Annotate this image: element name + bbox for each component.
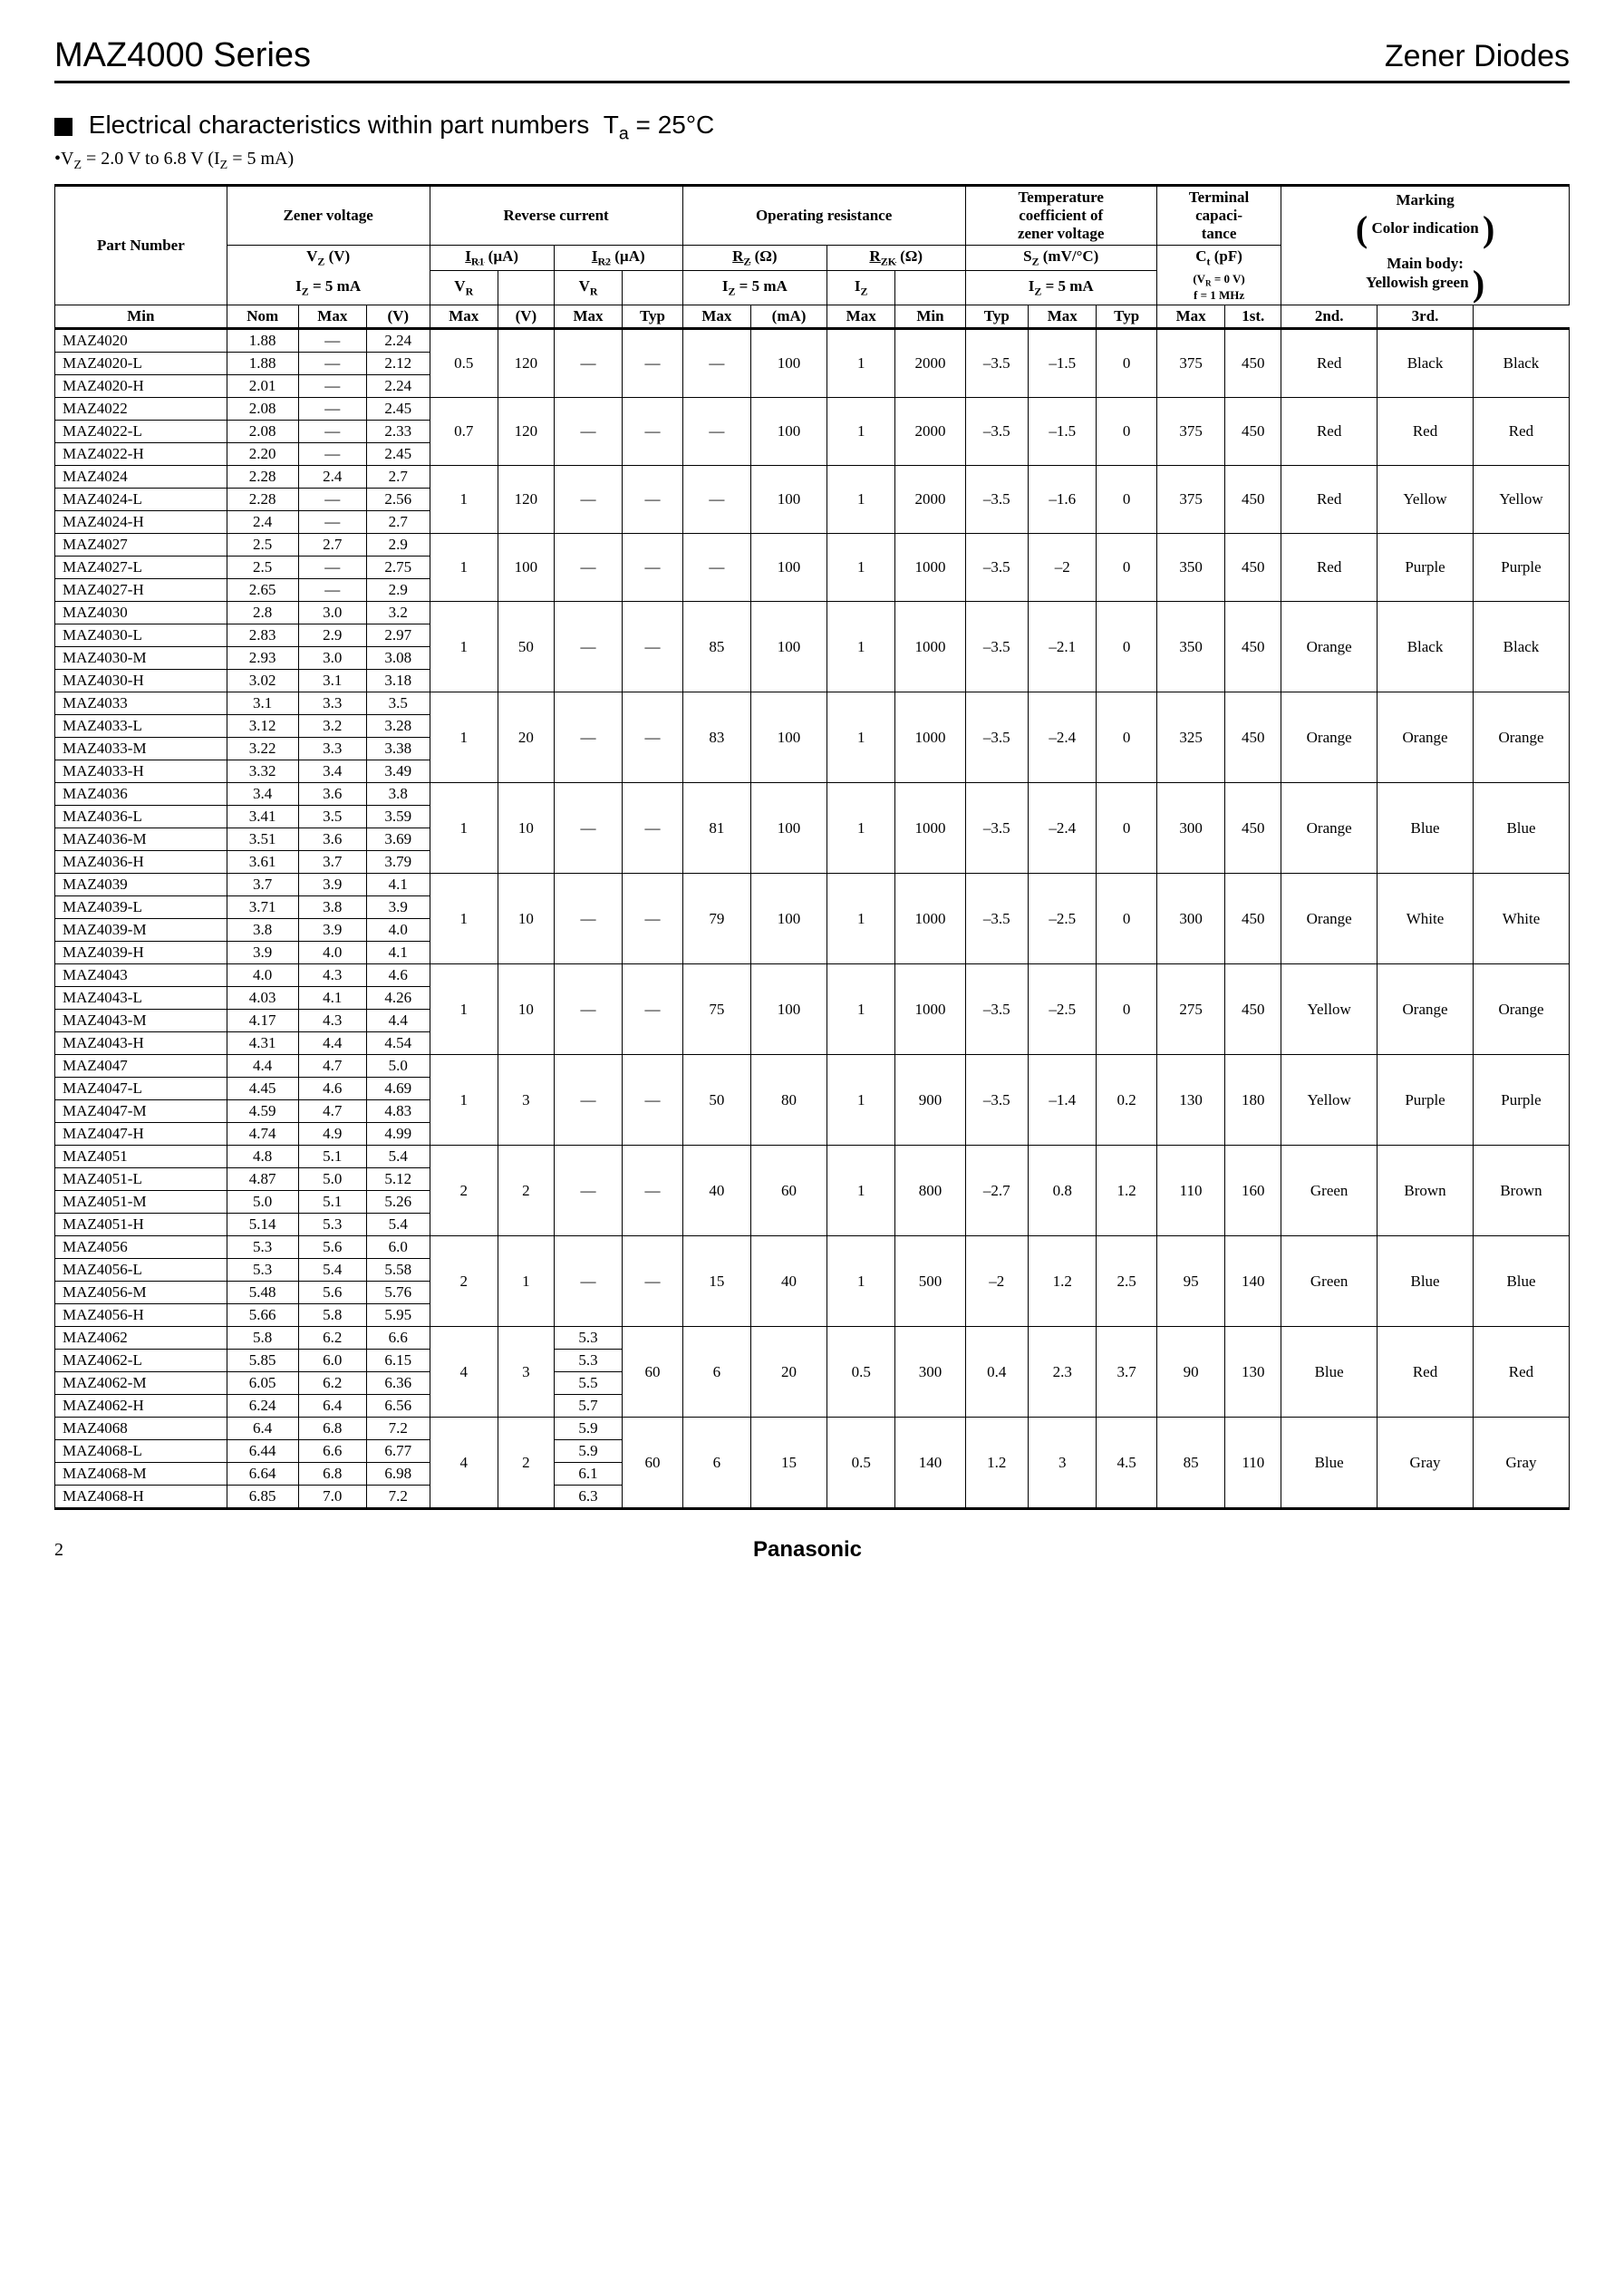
table-row: MAZ40201.88—2.240.5120———10012000–3.5–1.…: [55, 329, 1570, 353]
part-number-cell: MAZ4043-L: [55, 987, 227, 1010]
col-ct: Ct (pF): [1156, 245, 1281, 270]
part-number-cell: MAZ4039-L: [55, 896, 227, 919]
table-row: MAZ40302.83.03.2150——8510011000–3.5–2.10…: [55, 602, 1570, 624]
part-number-cell: MAZ4036: [55, 783, 227, 806]
col-rzk: RZK (Ω): [826, 245, 965, 270]
part-number-cell: MAZ4030-H: [55, 670, 227, 692]
part-number-cell: MAZ4062-L: [55, 1350, 227, 1372]
part-number-cell: MAZ4068-M: [55, 1463, 227, 1486]
part-number-cell: MAZ4033-H: [55, 760, 227, 783]
part-number-cell: MAZ4068-H: [55, 1486, 227, 1509]
part-number-cell: MAZ4043-H: [55, 1032, 227, 1055]
part-number-cell: MAZ4039-H: [55, 942, 227, 964]
table-row: MAZ40686.46.87.2425.9606150.51401.234.58…: [55, 1418, 1570, 1440]
part-number-cell: MAZ4036-H: [55, 851, 227, 874]
table-row: MAZ40625.86.26.6435.3606200.53000.42.33.…: [55, 1327, 1570, 1350]
col-marking: Marking: [1281, 185, 1570, 213]
square-icon: [54, 118, 72, 136]
part-number-cell: MAZ4027: [55, 534, 227, 557]
col-zener-voltage: Zener voltage: [227, 185, 430, 245]
part-number-cell: MAZ4030-M: [55, 647, 227, 670]
characteristics-table: Part Number Zener voltage Reverse curren…: [54, 184, 1570, 1510]
part-number-cell: MAZ4051-L: [55, 1168, 227, 1191]
part-number-cell: MAZ4036-M: [55, 828, 227, 851]
col-main-body: Main body:Yellowish green ): [1281, 245, 1570, 305]
table-row: MAZ40565.35.66.021——15401500–21.22.59514…: [55, 1236, 1570, 1259]
part-number-cell: MAZ4036-L: [55, 806, 227, 828]
part-number-cell: MAZ4024: [55, 466, 227, 489]
part-number-cell: MAZ4047-H: [55, 1123, 227, 1146]
part-number-cell: MAZ4030: [55, 602, 227, 624]
col-part-number: Part Number: [55, 185, 227, 305]
part-number-cell: MAZ4033-M: [55, 738, 227, 760]
part-number-cell: MAZ4020-L: [55, 353, 227, 375]
part-number-cell: MAZ4051-M: [55, 1191, 227, 1214]
part-number-cell: MAZ4056: [55, 1236, 227, 1259]
part-number-cell: MAZ4022: [55, 398, 227, 421]
part-number-cell: MAZ4043-M: [55, 1010, 227, 1032]
col-rz: RZ (Ω): [682, 245, 826, 270]
col-term-cap: Terminalcapaci-tance: [1156, 185, 1281, 245]
part-number-cell: MAZ4047-M: [55, 1100, 227, 1123]
part-number-cell: MAZ4062: [55, 1327, 227, 1350]
part-number-cell: MAZ4068: [55, 1418, 227, 1440]
part-number-cell: MAZ4020-H: [55, 375, 227, 398]
col-ir1: IR1 (µA): [430, 245, 554, 270]
part-number-cell: MAZ4020: [55, 329, 227, 353]
part-number-cell: MAZ4062-H: [55, 1395, 227, 1418]
part-number-cell: MAZ4047: [55, 1055, 227, 1078]
col-operating-resistance: Operating resistance: [682, 185, 965, 245]
table-row: MAZ40333.13.33.5120——8310011000–3.5–2.40…: [55, 692, 1570, 715]
table-row: MAZ40514.85.15.422——40601800–2.70.81.211…: [55, 1146, 1570, 1168]
table-row: MAZ40363.43.63.8110——8110011000–3.5–2.40…: [55, 783, 1570, 806]
part-number-cell: MAZ4062-M: [55, 1372, 227, 1395]
page-header: MAZ4000 Series Zener Diodes: [54, 36, 1570, 83]
part-number-cell: MAZ4024-H: [55, 511, 227, 534]
table-row: MAZ40434.04.34.6110——7510011000–3.5–2.50…: [55, 964, 1570, 987]
part-number-cell: MAZ4056-H: [55, 1304, 227, 1327]
col-ir2: IR2 (µA): [554, 245, 682, 270]
part-number-cell: MAZ4056-M: [55, 1282, 227, 1304]
table-row: MAZ40272.52.72.91100———10011000–3.5–2035…: [55, 534, 1570, 557]
part-number-cell: MAZ4027-L: [55, 557, 227, 579]
part-number-cell: MAZ4033: [55, 692, 227, 715]
part-number-cell: MAZ4027-H: [55, 579, 227, 602]
col-color-indication: ( Color indication ): [1281, 214, 1570, 246]
category-title: Zener Diodes: [1385, 39, 1570, 74]
page-number: 2: [54, 1540, 63, 1561]
part-number-cell: MAZ4047-L: [55, 1078, 227, 1100]
col-reverse-current: Reverse current: [430, 185, 682, 245]
part-number-cell: MAZ4039: [55, 874, 227, 896]
section-subnote: •VZ = 2.0 V to 6.8 V (IZ = 5 mA): [54, 149, 1570, 173]
table-row: MAZ40222.08—2.450.7120———10012000–3.5–1.…: [55, 398, 1570, 421]
part-number-cell: MAZ4068-L: [55, 1440, 227, 1463]
part-number-cell: MAZ4033-L: [55, 715, 227, 738]
col-sz: SZ (mV/°C): [965, 245, 1156, 270]
part-number-cell: MAZ4051-H: [55, 1214, 227, 1236]
part-number-cell: MAZ4022-H: [55, 443, 227, 466]
part-number-cell: MAZ4043: [55, 964, 227, 987]
table-row: MAZ40242.282.42.71120———10012000–3.5–1.6…: [55, 466, 1570, 489]
col-vz: VZ (V): [227, 245, 430, 270]
section-title: Electrical characteristics within part n…: [54, 111, 1570, 145]
part-number-cell: MAZ4024-L: [55, 489, 227, 511]
table-row: MAZ40474.44.75.013——50801900–3.5–1.40.21…: [55, 1055, 1570, 1078]
part-number-cell: MAZ4030-L: [55, 624, 227, 647]
page-footer: 2 Panasonic: [54, 1537, 1570, 1563]
part-number-cell: MAZ4051: [55, 1146, 227, 1168]
part-number-cell: MAZ4022-L: [55, 421, 227, 443]
col-temp-coef: Temperaturecoefficient ofzener voltage: [965, 185, 1156, 245]
brand-logo: Panasonic: [753, 1537, 862, 1563]
part-number-cell: MAZ4056-L: [55, 1259, 227, 1282]
part-number-cell: MAZ4039-M: [55, 919, 227, 942]
table-row: MAZ40393.73.94.1110——7910011000–3.5–2.50…: [55, 874, 1570, 896]
series-title: MAZ4000 Series: [54, 36, 311, 75]
